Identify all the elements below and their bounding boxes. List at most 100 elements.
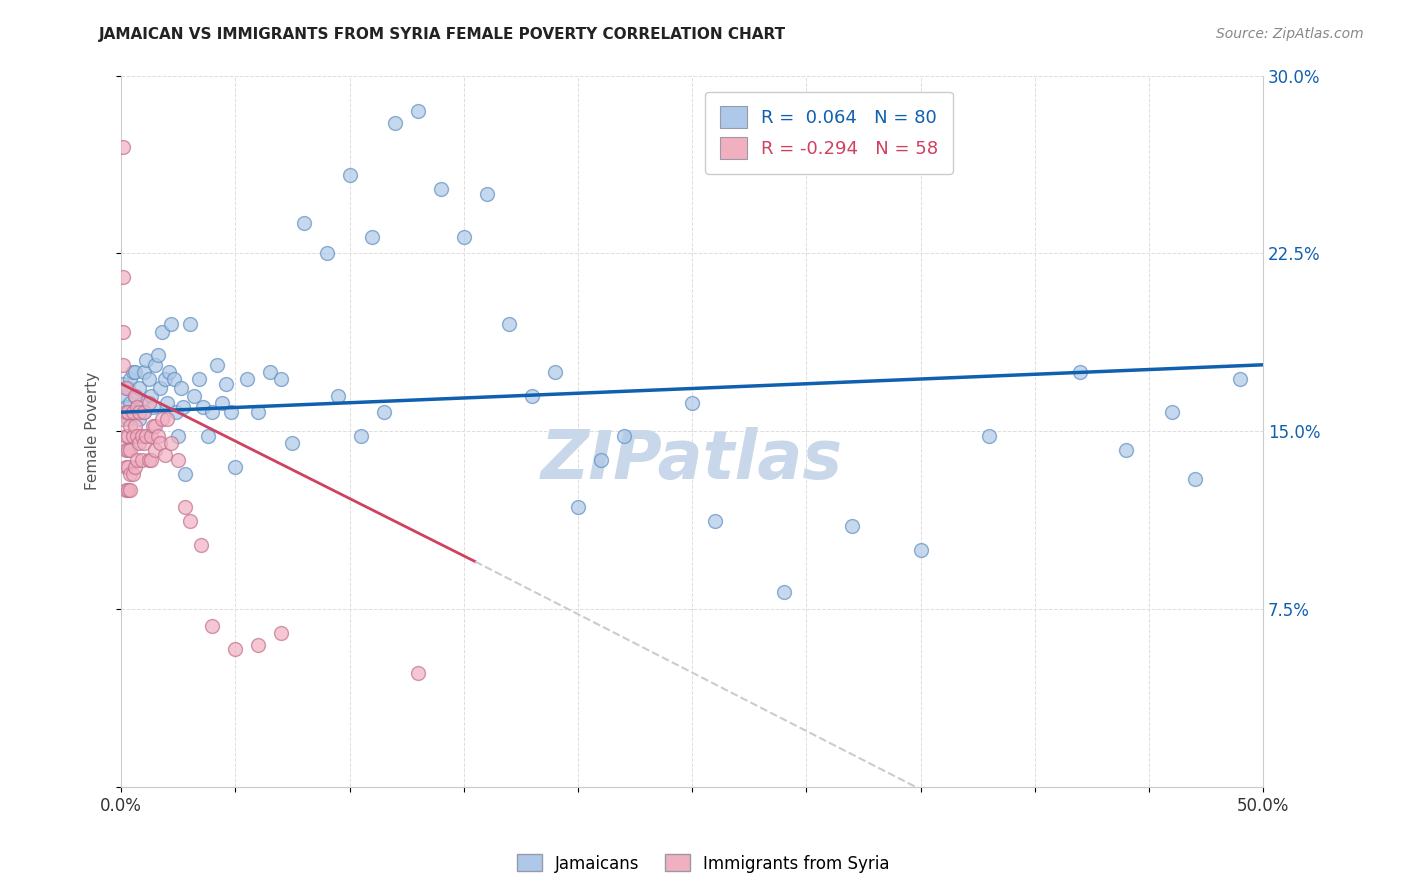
Point <box>270 625 292 640</box>
Point <box>406 666 429 681</box>
Point <box>270 372 292 386</box>
Point <box>201 405 224 419</box>
Point <box>156 412 179 426</box>
Point <box>132 405 155 419</box>
Point <box>114 405 136 419</box>
Point <box>120 443 142 458</box>
Point <box>187 372 209 386</box>
Y-axis label: Female Poverty: Female Poverty <box>86 372 100 491</box>
Point <box>1229 372 1251 386</box>
Point <box>160 318 183 332</box>
Point <box>167 452 190 467</box>
Text: JAMAICAN VS IMMIGRANTS FROM SYRIA FEMALE POVERTY CORRELATION CHART: JAMAICAN VS IMMIGRANTS FROM SYRIA FEMALE… <box>98 27 786 42</box>
Point <box>183 389 205 403</box>
Text: ZIPatlas: ZIPatlas <box>541 426 844 492</box>
Point <box>120 372 142 386</box>
Point <box>145 443 167 458</box>
Point <box>247 638 270 652</box>
Point <box>190 538 212 552</box>
Point <box>589 452 612 467</box>
Point <box>131 395 153 409</box>
Point <box>977 429 1000 443</box>
Point <box>350 429 373 443</box>
Point <box>172 401 194 415</box>
Point <box>179 318 201 332</box>
Point <box>156 395 179 409</box>
Point <box>1184 472 1206 486</box>
Point <box>453 229 475 244</box>
Legend: R =  0.064   N = 80, R = -0.294   N = 58: R = 0.064 N = 80, R = -0.294 N = 58 <box>706 92 953 174</box>
Point <box>146 348 169 362</box>
Point <box>224 459 246 474</box>
Point <box>544 365 567 379</box>
Point <box>117 483 139 498</box>
Point <box>114 382 136 396</box>
Point <box>167 429 190 443</box>
Point <box>121 467 143 481</box>
Point <box>112 325 135 339</box>
Point <box>132 365 155 379</box>
Point <box>139 389 162 403</box>
Point <box>153 448 176 462</box>
Point <box>157 365 180 379</box>
Point <box>165 405 187 419</box>
Point <box>1069 365 1091 379</box>
Point <box>146 429 169 443</box>
Point <box>292 215 315 229</box>
Point <box>193 401 215 415</box>
Point <box>475 187 498 202</box>
Point <box>219 405 242 419</box>
Point <box>174 500 197 514</box>
Point <box>169 382 191 396</box>
Point <box>131 429 153 443</box>
Point <box>112 358 135 372</box>
Point <box>150 412 173 426</box>
Point <box>145 419 167 434</box>
Point <box>117 382 139 396</box>
Point <box>131 452 153 467</box>
Point <box>1160 405 1182 419</box>
Point <box>128 382 150 396</box>
Point <box>567 500 589 514</box>
Point <box>128 405 150 419</box>
Point <box>124 419 146 434</box>
Point <box>117 459 139 474</box>
Point <box>135 353 157 368</box>
Point <box>142 419 165 434</box>
Point <box>138 452 160 467</box>
Point <box>114 429 136 443</box>
Point <box>114 459 136 474</box>
Point <box>224 642 246 657</box>
Point <box>114 401 136 415</box>
Point <box>613 429 636 443</box>
Point <box>704 514 727 528</box>
Point <box>120 395 142 409</box>
Point <box>139 429 162 443</box>
Text: Source: ZipAtlas.com: Source: ZipAtlas.com <box>1216 27 1364 41</box>
Point <box>117 429 139 443</box>
Point <box>127 401 149 415</box>
Point <box>361 229 384 244</box>
Point <box>145 358 167 372</box>
Point <box>121 429 143 443</box>
Point <box>117 443 139 458</box>
Point <box>112 389 135 403</box>
Point <box>681 395 703 409</box>
Point <box>841 519 863 533</box>
Point <box>139 452 162 467</box>
Point <box>406 104 429 119</box>
Point <box>120 419 142 434</box>
Point <box>114 443 136 458</box>
Point <box>149 382 172 396</box>
Point <box>236 372 259 386</box>
Point <box>215 376 238 391</box>
Point <box>201 618 224 632</box>
Point <box>430 182 453 196</box>
Point <box>142 401 165 415</box>
Point <box>112 139 135 153</box>
Point <box>163 372 186 386</box>
Point <box>112 412 135 426</box>
Point <box>127 401 149 415</box>
Point <box>117 412 139 426</box>
Point <box>112 376 135 391</box>
